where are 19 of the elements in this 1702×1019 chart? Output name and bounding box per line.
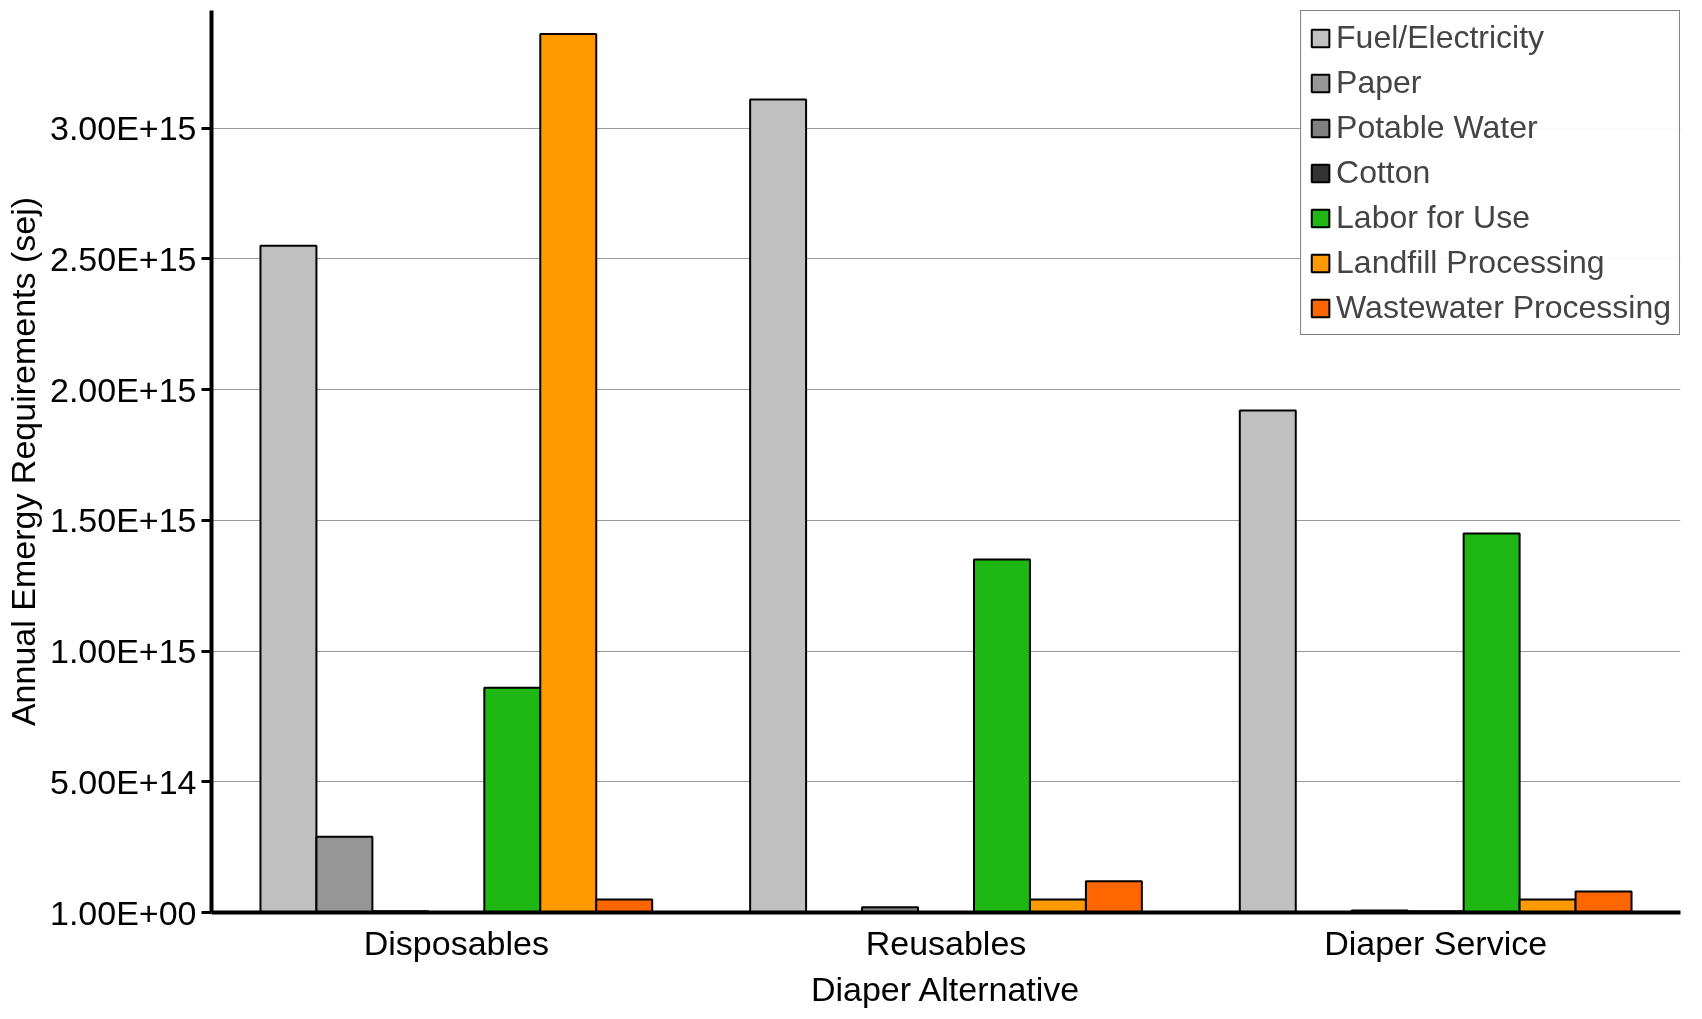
y-tick-label: 2.00E+15	[49, 370, 197, 409]
x-tick-label: Reusables	[865, 923, 1027, 962]
legend-label: Fuel/Electricity	[1336, 19, 1545, 56]
x-tick-label: Diaper Service	[1324, 923, 1548, 962]
legend-label: Potable Water	[1336, 109, 1538, 146]
x-axis-title: Diaper Alternative	[810, 969, 1080, 1008]
y-tick-label: 5.00E+14	[49, 762, 197, 801]
y-tick-label: 1.50E+15	[49, 501, 197, 540]
legend-label: Paper	[1336, 64, 1422, 101]
legend-label: Wastewater Processing	[1336, 289, 1671, 326]
y-tick-label: 1.00E+00	[49, 893, 197, 932]
y-tick-label: 2.50E+15	[49, 239, 197, 278]
legend-label: Landfill Processing	[1336, 244, 1605, 281]
y-tick-label: 1.00E+15	[49, 632, 197, 671]
y-tick-label: 3.00E+15	[49, 109, 197, 148]
legend-label: Labor for Use	[1336, 199, 1530, 236]
x-tick-label: Disposables	[363, 923, 549, 962]
legend-label: Cotton	[1336, 154, 1431, 191]
y-axis-title: Annual Emergy Requirements (sej)	[3, 196, 42, 727]
